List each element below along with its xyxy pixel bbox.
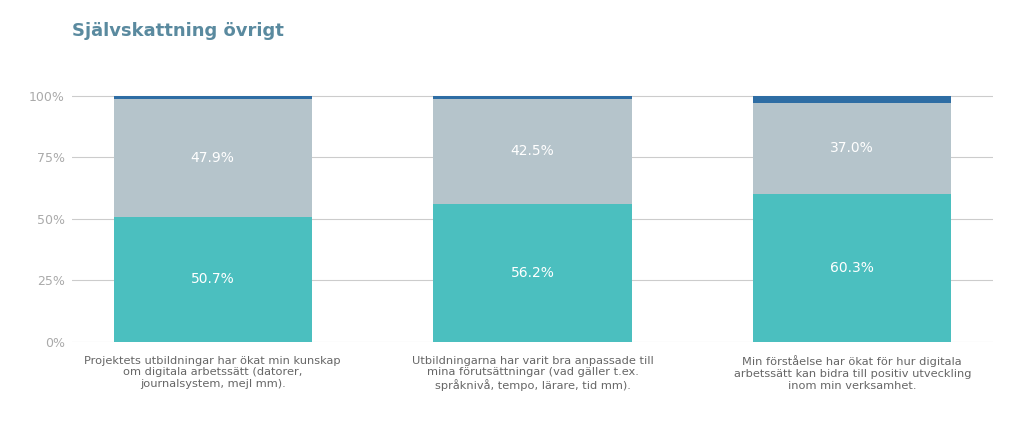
Bar	[753, 102, 951, 194]
Bar	[114, 99, 312, 217]
Bar	[753, 194, 951, 342]
Text: 60.3%: 60.3%	[830, 261, 874, 275]
Text: 47.9%: 47.9%	[190, 151, 234, 165]
Text: 37.0%: 37.0%	[830, 141, 874, 155]
Text: 56.2%: 56.2%	[511, 265, 554, 279]
Bar	[114, 217, 312, 342]
Bar	[433, 204, 632, 342]
Bar	[433, 96, 632, 99]
Bar	[433, 99, 632, 204]
Bar	[114, 96, 312, 99]
Text: Självskattning övrigt: Självskattning övrigt	[72, 22, 284, 40]
Text: 50.7%: 50.7%	[190, 272, 234, 286]
Bar	[753, 96, 951, 102]
Text: 42.5%: 42.5%	[511, 145, 554, 159]
